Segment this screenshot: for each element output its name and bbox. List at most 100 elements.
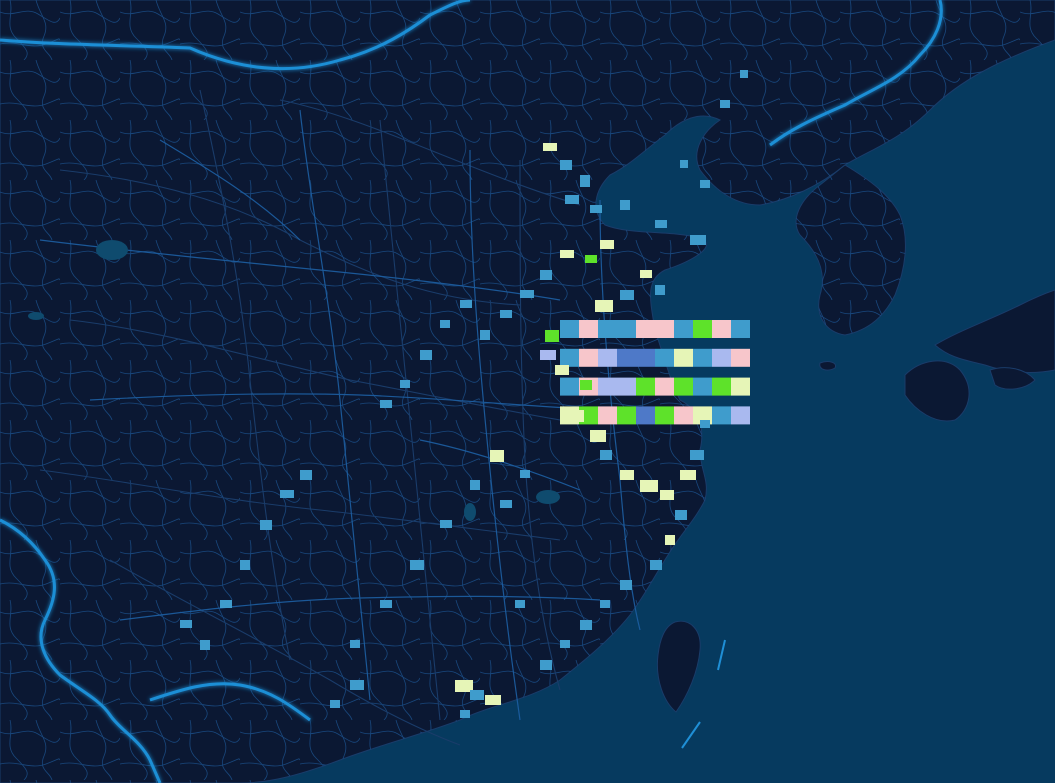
- heat-cell: [560, 377, 579, 396]
- heat-cell: [720, 100, 730, 108]
- heat-cell: [579, 348, 598, 367]
- heat-cell: [380, 400, 392, 408]
- heat-cell: [660, 490, 674, 500]
- japan-shikoku: [989, 367, 1036, 390]
- heat-cell: [674, 406, 693, 425]
- heat-cell: [620, 470, 634, 480]
- heat-cell: [440, 520, 452, 528]
- heat-cell: [300, 470, 312, 480]
- heat-cell: [712, 320, 731, 338]
- heat-cell: [675, 510, 687, 520]
- heat-cell: [560, 348, 579, 367]
- heat-cell: [617, 320, 636, 338]
- heat-cell: [580, 380, 592, 390]
- heat-cell: [520, 470, 530, 478]
- heat-cell: [590, 205, 602, 213]
- heat-cell: [636, 377, 655, 396]
- heat-cell: [693, 320, 712, 338]
- heat-cell: [460, 710, 470, 718]
- heat-cell: [595, 300, 613, 312]
- heat-cell: [693, 348, 712, 367]
- heat-cell: [655, 348, 674, 367]
- heat-cell: [640, 270, 652, 278]
- heat-cell: [680, 470, 696, 480]
- heat-cell: [410, 560, 424, 570]
- heat-cell: [350, 640, 360, 648]
- heat-cell: [350, 680, 364, 690]
- heat-cell: [740, 70, 748, 78]
- heat-cell: [600, 600, 610, 608]
- heat-cell: [693, 406, 712, 425]
- heat-cell: [650, 560, 662, 570]
- heat-cell: [500, 500, 512, 508]
- heat-cell: [731, 320, 750, 338]
- heat-cell: [731, 377, 750, 396]
- heat-cell: [690, 450, 704, 460]
- heat-cell: [580, 175, 590, 187]
- heat-cell: [655, 377, 674, 396]
- heat-cell: [731, 406, 750, 425]
- province-boundaries: [39, 89, 581, 746]
- heat-cell: [560, 320, 579, 338]
- heat-cell: [655, 285, 665, 295]
- heat-cell: [617, 406, 636, 425]
- heat-cell: [543, 143, 557, 151]
- heat-cell: [617, 377, 636, 396]
- heat-cell: [180, 620, 192, 628]
- heat-cell: [700, 180, 710, 188]
- heat-cell: [655, 406, 674, 425]
- heat-cell: [470, 480, 480, 490]
- heat-cell: [674, 377, 693, 396]
- heat-cell: [712, 377, 731, 396]
- heat-cell: [620, 580, 632, 590]
- heat-cell: [570, 410, 584, 422]
- heat-cell: [240, 560, 250, 570]
- heat-cell: [636, 348, 655, 367]
- heat-cell: [674, 320, 693, 338]
- heat-cell: [636, 406, 655, 425]
- lakes: [28, 240, 560, 521]
- heat-cell: [400, 380, 410, 388]
- heat-cell: [440, 320, 450, 328]
- heat-cell: [580, 620, 592, 630]
- heat-cell: [330, 700, 340, 708]
- heat-cell: [617, 348, 636, 367]
- heat-cell: [200, 640, 210, 650]
- heat-cell: [470, 690, 484, 700]
- heat-cell: [485, 695, 501, 705]
- taiwan: [656, 620, 701, 713]
- heat-cell: [520, 290, 534, 298]
- heat-cell: [598, 348, 617, 367]
- heat-cell: [555, 365, 569, 375]
- heat-cell: [620, 290, 634, 300]
- heat-cell: [420, 350, 432, 360]
- heat-cell: [500, 310, 512, 318]
- heat-cell: [490, 450, 504, 462]
- heat-cell: [515, 600, 525, 608]
- japan-kyushu: [904, 360, 970, 422]
- heat-cell: [712, 406, 731, 425]
- heat-cell: [540, 350, 556, 360]
- heat-cell: [693, 377, 712, 396]
- heat-cell: [636, 320, 655, 338]
- sea-markers: [681, 639, 726, 749]
- heat-cell: [455, 680, 473, 692]
- heat-cell: [565, 195, 579, 204]
- heat-cell: [712, 348, 731, 367]
- heat-cell: [560, 640, 570, 648]
- heat-cell: [545, 330, 559, 342]
- heat-cell: [579, 320, 598, 338]
- japan-honshu: [934, 289, 1055, 373]
- heat-cell: [600, 240, 614, 249]
- heat-cell: [585, 255, 597, 263]
- heat-cell: [460, 300, 472, 308]
- heat-cells: [180, 70, 750, 718]
- heat-cell: [731, 348, 750, 367]
- heat-cell: [380, 600, 392, 608]
- heat-cell: [260, 520, 272, 530]
- heat-cell: [280, 490, 294, 498]
- heat-cell: [560, 250, 574, 258]
- small-island: [819, 361, 837, 371]
